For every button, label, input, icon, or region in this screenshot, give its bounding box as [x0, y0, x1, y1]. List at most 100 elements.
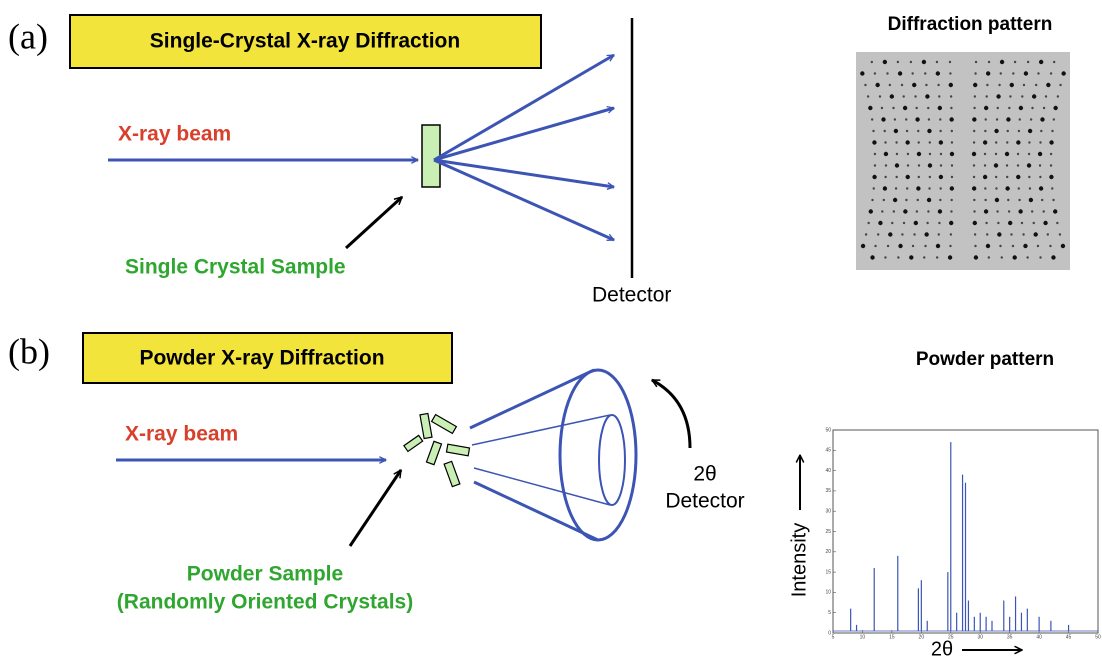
spot: [973, 199, 975, 201]
spot: [938, 106, 942, 110]
spot: [1018, 209, 1022, 213]
spot: [1008, 107, 1010, 109]
pattern-title: Powder pattern: [916, 349, 1054, 370]
spot: [894, 118, 896, 120]
cone: [470, 370, 636, 540]
spot: [984, 164, 986, 166]
spot: [951, 164, 953, 166]
spot: [1046, 83, 1050, 87]
spot: [907, 153, 909, 155]
spot: [1053, 106, 1057, 110]
spot: [950, 95, 952, 97]
spot: [985, 222, 987, 224]
spot: [951, 130, 953, 132]
spot: [973, 141, 975, 143]
spot: [1028, 176, 1030, 178]
spot: [1039, 164, 1041, 166]
spot: [1051, 130, 1053, 132]
spot: [985, 118, 987, 120]
spot: [868, 106, 872, 110]
spot: [995, 198, 999, 202]
spot: [1006, 176, 1008, 178]
spot: [994, 163, 998, 167]
spot: [1021, 95, 1023, 97]
spot: [973, 176, 975, 178]
spot: [939, 199, 941, 201]
spot: [949, 245, 951, 247]
spot: [1019, 106, 1023, 110]
spot: [896, 153, 898, 155]
spot: [916, 210, 918, 212]
spot: [1059, 84, 1061, 86]
spot: [951, 141, 953, 143]
spot: [1018, 187, 1020, 189]
spot: [884, 141, 886, 143]
spot: [912, 83, 916, 87]
spot: [897, 61, 899, 63]
spot: [1024, 71, 1028, 75]
y-tick-label: 15: [825, 569, 831, 575]
spot: [898, 244, 902, 248]
spot: [1030, 118, 1032, 120]
spot: [939, 130, 941, 132]
spot: [883, 60, 887, 64]
spot: [951, 176, 953, 178]
spot: [910, 61, 912, 63]
spot: [995, 187, 997, 189]
panel-label: (a): [8, 16, 48, 56]
spot: [1047, 233, 1049, 235]
spot: [1049, 245, 1051, 247]
spot: [1050, 164, 1052, 166]
spot: [909, 255, 913, 259]
spot: [972, 152, 976, 156]
spot: [1022, 233, 1024, 235]
spot: [996, 94, 1000, 98]
detector-label: Detector: [592, 284, 671, 307]
spot: [948, 255, 952, 259]
spot: [874, 164, 876, 166]
spot: [973, 83, 977, 87]
spot: [918, 176, 920, 178]
spot: [865, 233, 867, 235]
spot: [986, 71, 990, 75]
spot: [950, 107, 952, 109]
spot: [881, 107, 883, 109]
spot: [1049, 175, 1053, 179]
spot: [886, 72, 888, 74]
spot: [973, 164, 975, 166]
spot: [907, 164, 909, 166]
spot: [903, 222, 905, 224]
spot: [938, 95, 940, 97]
spot: [986, 233, 988, 235]
spot: [1053, 209, 1057, 213]
spot: [903, 95, 905, 97]
spot: [984, 106, 988, 110]
spot: [929, 141, 931, 143]
spot: [903, 209, 907, 213]
y-tick-label: 25: [825, 529, 831, 535]
spot: [1042, 210, 1044, 212]
spot: [1000, 60, 1004, 64]
spot: [984, 130, 986, 132]
pattern-title: Diffraction pattern: [888, 14, 1053, 35]
spot: [950, 152, 954, 156]
spot: [983, 175, 987, 179]
y-tick-label: 5: [828, 610, 831, 616]
spot: [894, 129, 898, 133]
pointer-arrow: [346, 197, 402, 248]
spot: [1051, 187, 1053, 189]
angle-label: 2θ: [693, 463, 716, 486]
spot: [1007, 130, 1009, 132]
spot: [875, 83, 879, 87]
spot: [1006, 141, 1008, 143]
spot: [914, 95, 916, 97]
spot: [906, 187, 908, 189]
spot: [939, 187, 941, 189]
spot: [972, 186, 976, 190]
spot: [1051, 255, 1055, 259]
x-tick-label: 25: [948, 634, 954, 640]
spot: [872, 140, 876, 144]
spot: [1037, 245, 1039, 247]
spot: [974, 72, 976, 74]
